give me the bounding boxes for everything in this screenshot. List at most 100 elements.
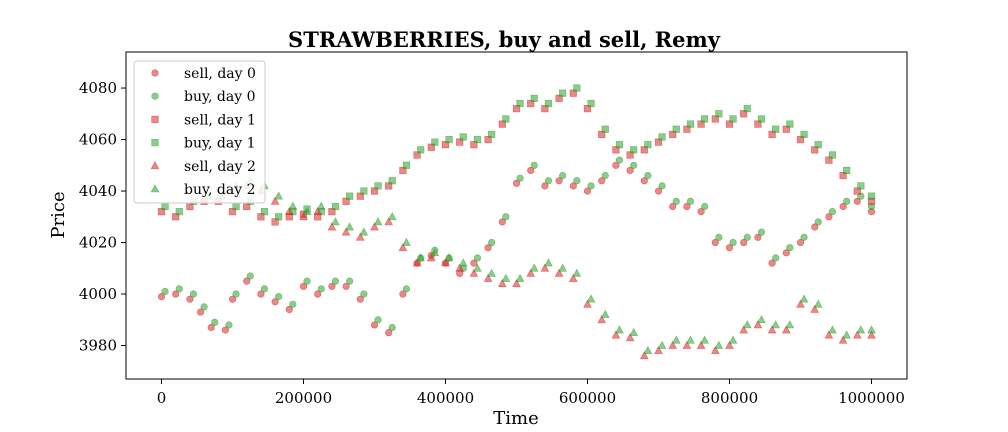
data-point	[175, 285, 183, 293]
data-point	[417, 146, 425, 154]
data-point	[544, 177, 553, 185]
data-point	[398, 242, 408, 251]
x-tick-label: 400000	[417, 389, 474, 407]
data-point	[342, 282, 350, 290]
data-point	[853, 197, 861, 205]
data-point	[175, 208, 183, 216]
data-point	[458, 258, 468, 267]
data-point	[515, 273, 525, 282]
data-point	[615, 325, 624, 334]
data-point	[814, 141, 822, 149]
data-point	[232, 290, 240, 298]
data-point	[630, 146, 638, 154]
data-point	[483, 273, 493, 282]
data-point	[540, 263, 550, 272]
data-point	[640, 350, 649, 360]
data-point	[161, 202, 169, 211]
data-point	[172, 290, 180, 298]
data-point	[796, 238, 805, 247]
data-point	[189, 290, 198, 298]
data-point	[314, 290, 322, 298]
data-point	[285, 206, 294, 215]
data-point	[767, 325, 777, 334]
data-point	[558, 263, 567, 272]
data-point	[488, 130, 496, 138]
data-point	[441, 258, 450, 267]
data-point	[487, 268, 496, 277]
data-point	[516, 174, 524, 182]
data-point	[583, 187, 592, 195]
chart-title: STRAWBERRIES, buy and sell, Remy	[288, 27, 721, 52]
data-point	[729, 238, 737, 247]
data-point	[516, 99, 524, 108]
data-point	[701, 115, 709, 123]
data-point	[388, 323, 396, 332]
data-point	[658, 133, 666, 141]
data-point	[601, 171, 609, 180]
data-point	[328, 282, 336, 290]
data-point	[270, 196, 280, 205]
data-point	[431, 138, 439, 146]
data-point	[843, 197, 851, 205]
x-axis-label: Time	[493, 408, 538, 429]
data-point	[600, 309, 610, 318]
data-point	[529, 263, 539, 272]
data-point	[469, 268, 479, 277]
data-point	[384, 217, 393, 226]
data-point	[682, 340, 692, 349]
data-point	[356, 295, 364, 303]
legend-item: sell, day 2	[150, 159, 256, 175]
data-point	[402, 285, 411, 293]
data-point	[811, 223, 819, 231]
data-point	[544, 99, 553, 108]
data-point	[530, 94, 538, 102]
data-point	[800, 130, 808, 138]
data-point	[654, 187, 663, 195]
data-point	[615, 141, 624, 149]
data-point	[629, 327, 638, 336]
data-point	[853, 330, 862, 339]
data-point	[399, 290, 407, 298]
data-point	[345, 222, 354, 231]
data-point	[644, 171, 652, 180]
data-point	[867, 330, 876, 339]
data-point	[597, 314, 606, 324]
data-point	[573, 84, 581, 92]
data-point	[598, 177, 606, 185]
data-point	[346, 192, 354, 200]
data-point	[444, 253, 454, 262]
data-point	[569, 273, 578, 282]
data-point	[743, 105, 751, 113]
data-point	[374, 182, 382, 190]
data-point	[303, 277, 311, 285]
data-point	[768, 259, 776, 267]
y-tick-label: 4020	[79, 234, 117, 252]
data-point	[814, 218, 822, 226]
data-point	[359, 227, 369, 236]
data-point	[225, 321, 233, 329]
legend-label: buy, day 2	[184, 182, 256, 198]
data-point	[856, 325, 866, 334]
data-point	[601, 125, 609, 133]
data-point	[501, 273, 511, 282]
series-5	[231, 175, 876, 354]
data-point	[327, 222, 337, 231]
data-point	[643, 345, 653, 354]
data-point	[445, 135, 453, 144]
legend-item: buy, day 0	[151, 89, 256, 105]
data-point	[430, 247, 440, 257]
data-point	[302, 206, 312, 215]
data-point	[271, 298, 279, 306]
data-point	[772, 125, 780, 133]
data-point	[828, 325, 837, 334]
data-point	[672, 125, 680, 133]
data-point	[813, 299, 823, 308]
data-point	[388, 177, 396, 185]
data-point	[612, 161, 620, 169]
data-point	[299, 282, 308, 290]
data-point	[559, 171, 567, 180]
y-tick-label: 4060	[79, 131, 117, 149]
legend-item: sell, day 1	[151, 112, 256, 128]
data-point	[757, 314, 766, 324]
data-point	[630, 161, 638, 169]
